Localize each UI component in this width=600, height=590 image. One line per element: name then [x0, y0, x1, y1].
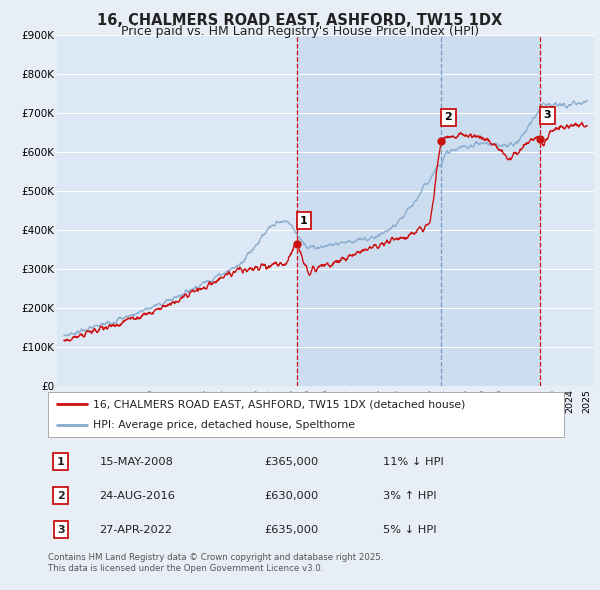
Text: 1: 1	[300, 216, 308, 226]
Text: 5% ↓ HPI: 5% ↓ HPI	[383, 525, 437, 535]
Text: 3% ↑ HPI: 3% ↑ HPI	[383, 491, 437, 500]
Text: 1: 1	[57, 457, 65, 467]
Text: 16, CHALMERS ROAD EAST, ASHFORD, TW15 1DX (detached house): 16, CHALMERS ROAD EAST, ASHFORD, TW15 1D…	[94, 399, 466, 409]
Text: HPI: Average price, detached house, Spelthorne: HPI: Average price, detached house, Spel…	[94, 419, 355, 430]
Text: 15-MAY-2008: 15-MAY-2008	[100, 457, 173, 467]
Text: 3: 3	[544, 110, 551, 120]
Bar	[297, 35, 541, 386]
Text: £635,000: £635,000	[265, 525, 319, 535]
Text: 16, CHALMERS ROAD EAST, ASHFORD, TW15 1DX: 16, CHALMERS ROAD EAST, ASHFORD, TW15 1D…	[97, 13, 503, 28]
Text: Contains HM Land Registry data © Crown copyright and database right 2025.
This d: Contains HM Land Registry data © Crown c…	[48, 553, 383, 573]
Text: £630,000: £630,000	[265, 491, 319, 500]
Text: 2: 2	[445, 112, 452, 122]
Text: Price paid vs. HM Land Registry's House Price Index (HPI): Price paid vs. HM Land Registry's House …	[121, 25, 479, 38]
Text: 24-AUG-2016: 24-AUG-2016	[100, 491, 175, 500]
Text: 3: 3	[57, 525, 65, 535]
Text: 27-APR-2022: 27-APR-2022	[100, 525, 173, 535]
Text: £365,000: £365,000	[265, 457, 319, 467]
Text: 11% ↓ HPI: 11% ↓ HPI	[383, 457, 444, 467]
Text: 2: 2	[57, 491, 65, 500]
